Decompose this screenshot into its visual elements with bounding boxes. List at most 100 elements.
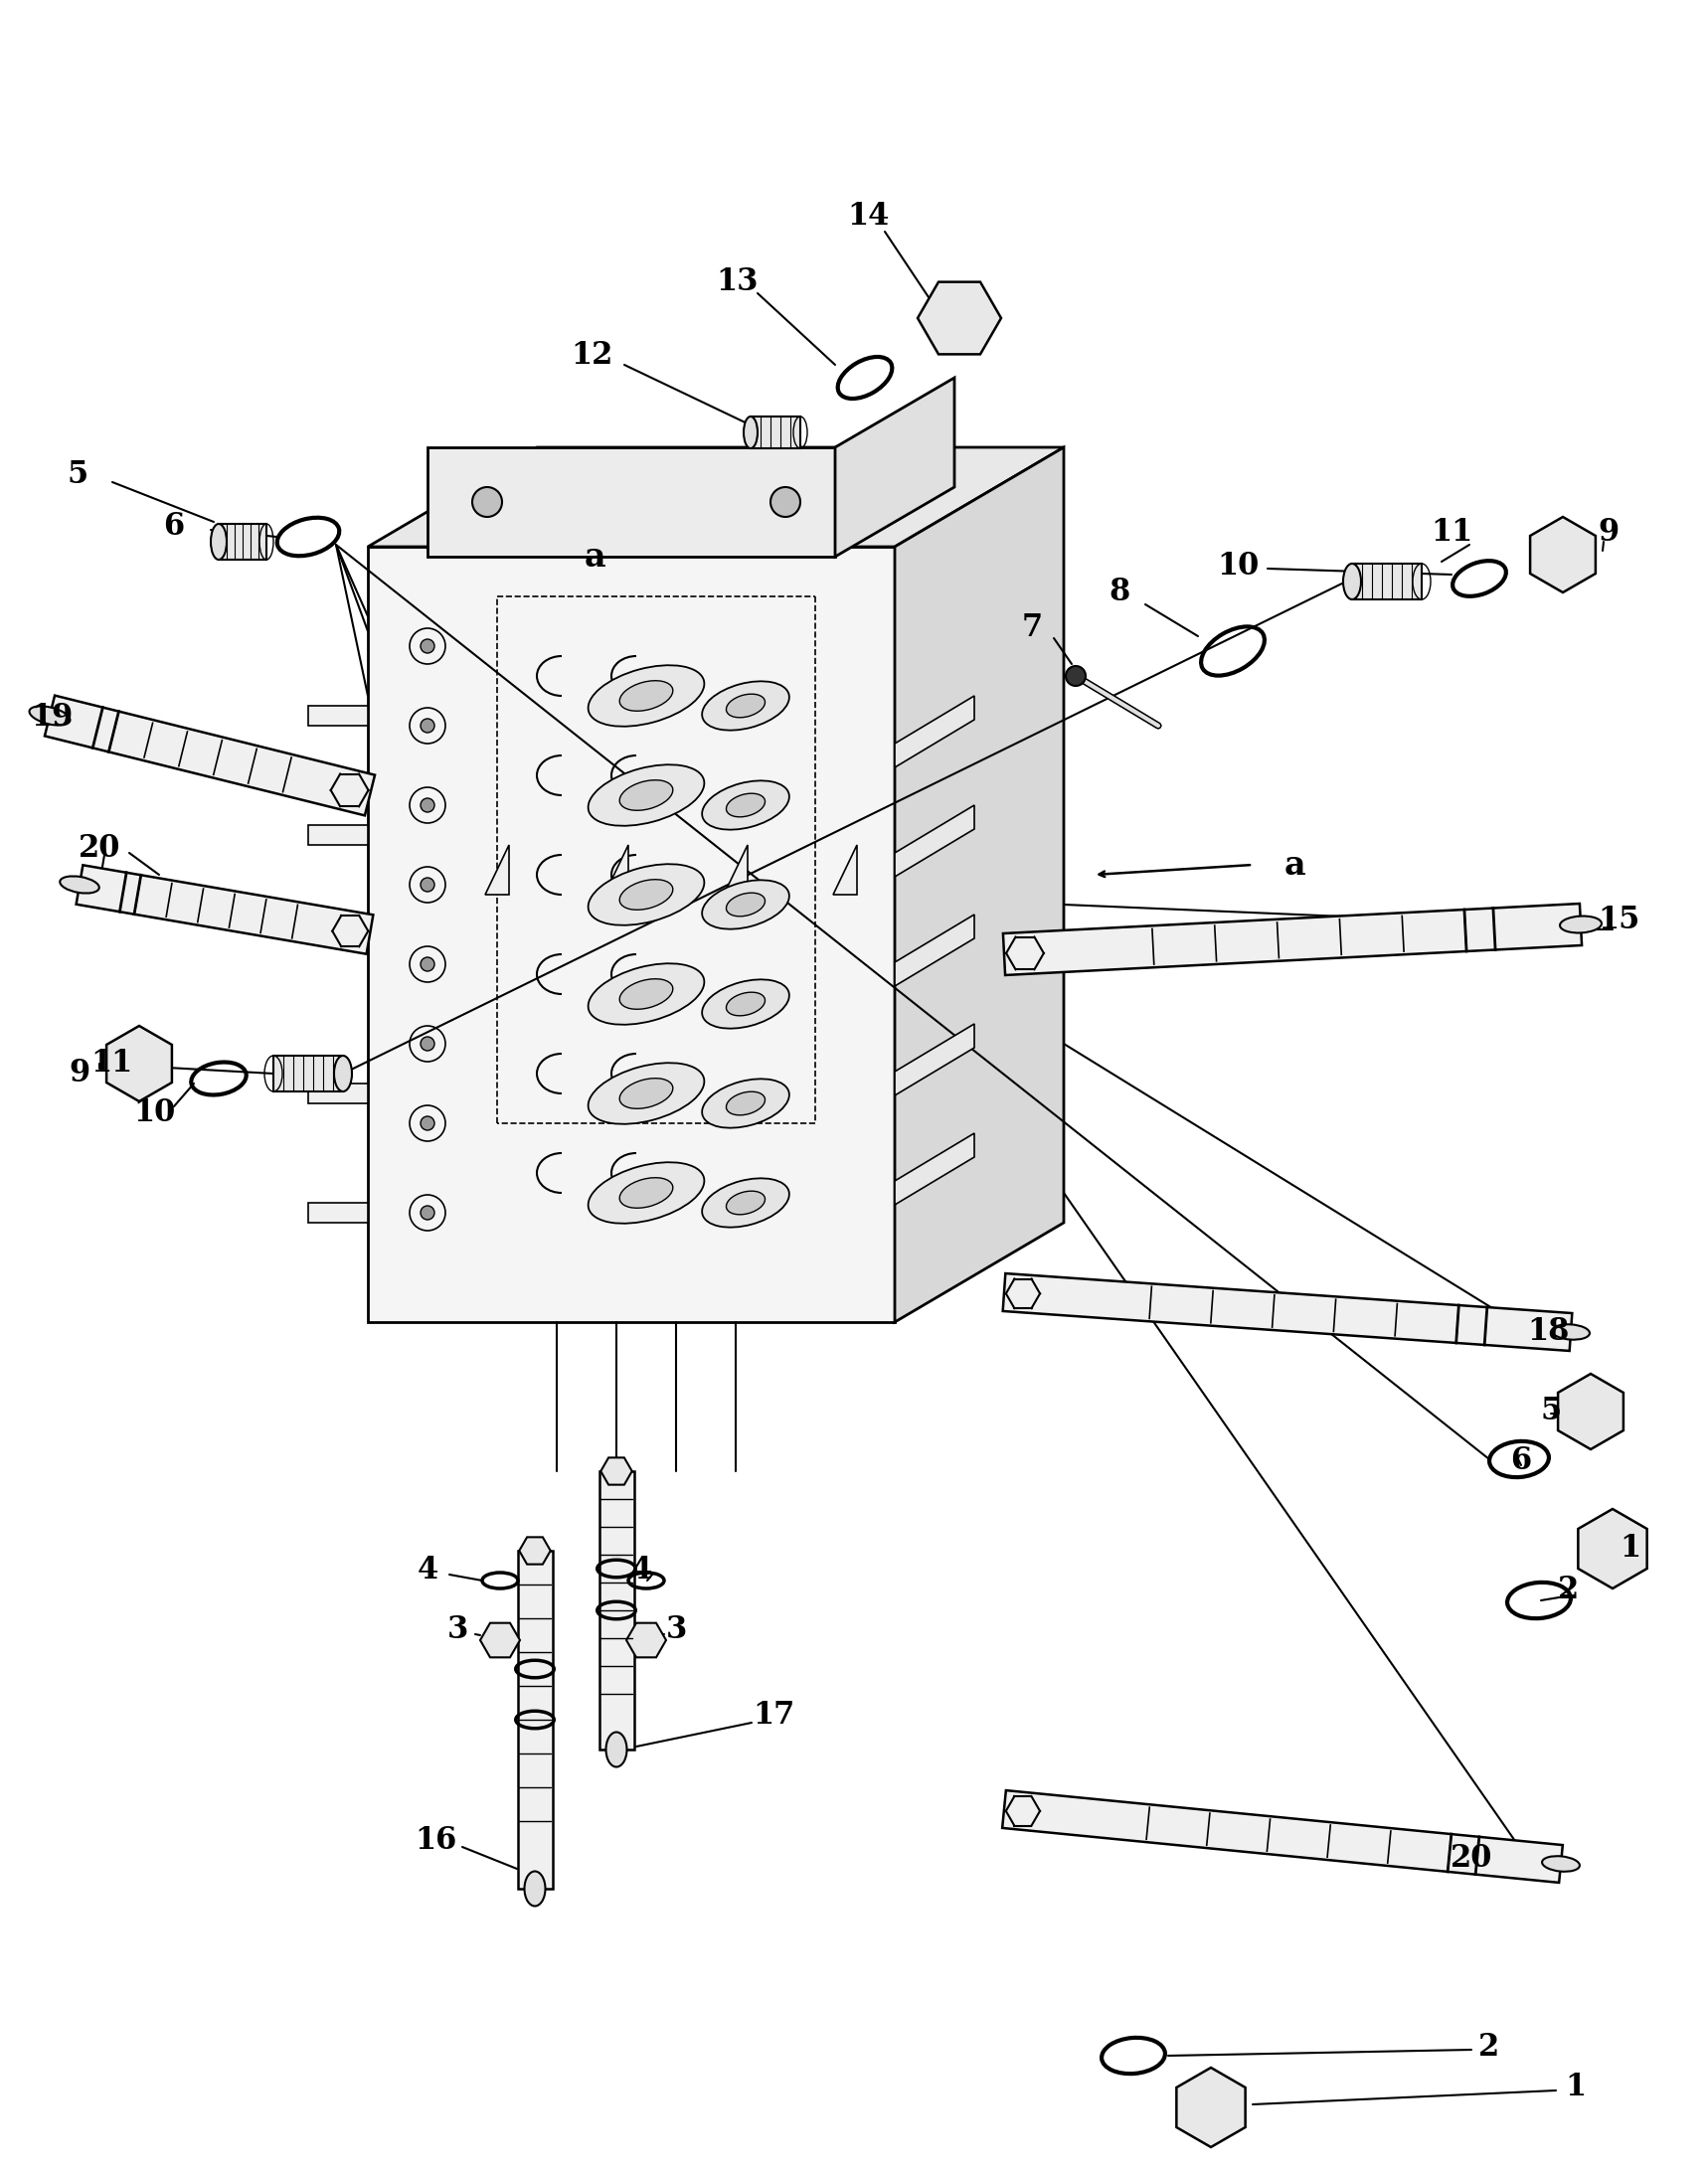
- Ellipse shape: [210, 523, 227, 560]
- Ellipse shape: [588, 963, 704, 1024]
- Text: 13: 13: [717, 267, 758, 297]
- Ellipse shape: [606, 1732, 627, 1766]
- Ellipse shape: [702, 881, 789, 929]
- Text: 6: 6: [164, 512, 184, 542]
- Text: 20: 20: [1450, 1844, 1493, 1875]
- Ellipse shape: [702, 781, 789, 829]
- Polygon shape: [895, 805, 974, 877]
- Circle shape: [420, 799, 434, 812]
- Polygon shape: [219, 523, 266, 560]
- Polygon shape: [307, 705, 367, 725]
- Polygon shape: [1530, 516, 1595, 592]
- Ellipse shape: [588, 666, 704, 727]
- Ellipse shape: [1553, 1324, 1590, 1339]
- Ellipse shape: [702, 681, 789, 731]
- Circle shape: [770, 486, 801, 516]
- Polygon shape: [895, 1024, 974, 1096]
- Text: 5: 5: [1541, 1395, 1561, 1428]
- Circle shape: [420, 877, 434, 892]
- Polygon shape: [480, 1623, 519, 1658]
- Polygon shape: [273, 1055, 343, 1092]
- Ellipse shape: [702, 1078, 789, 1128]
- Ellipse shape: [588, 864, 704, 924]
- Ellipse shape: [702, 979, 789, 1029]
- Polygon shape: [895, 447, 1064, 1322]
- Circle shape: [420, 957, 434, 972]
- Polygon shape: [1578, 1508, 1647, 1588]
- Text: 10: 10: [1216, 551, 1259, 582]
- Circle shape: [420, 1115, 434, 1131]
- Circle shape: [420, 1037, 434, 1050]
- Ellipse shape: [524, 1871, 545, 1905]
- Ellipse shape: [1542, 1855, 1580, 1871]
- Text: 1: 1: [1565, 2072, 1587, 2103]
- Ellipse shape: [1559, 916, 1602, 933]
- Text: 4: 4: [417, 1556, 437, 1586]
- Polygon shape: [895, 1133, 974, 1204]
- Text: 8: 8: [1108, 577, 1131, 608]
- Ellipse shape: [620, 681, 673, 712]
- Ellipse shape: [588, 1063, 704, 1124]
- Circle shape: [420, 1207, 434, 1220]
- Polygon shape: [834, 844, 857, 894]
- Circle shape: [471, 486, 502, 516]
- Polygon shape: [724, 844, 748, 894]
- Polygon shape: [106, 1026, 173, 1102]
- Text: a: a: [584, 540, 605, 573]
- Polygon shape: [77, 866, 372, 955]
- Ellipse shape: [743, 417, 758, 449]
- Ellipse shape: [588, 764, 704, 827]
- Polygon shape: [895, 697, 974, 768]
- Polygon shape: [1177, 2068, 1245, 2146]
- Text: a: a: [1284, 848, 1305, 881]
- Text: 1: 1: [1619, 1534, 1641, 1565]
- Polygon shape: [627, 1623, 666, 1658]
- Text: 4: 4: [630, 1556, 652, 1586]
- Text: 2: 2: [1558, 1575, 1580, 1606]
- Circle shape: [1066, 666, 1086, 686]
- Text: 11: 11: [1431, 516, 1472, 549]
- Polygon shape: [1003, 1790, 1563, 1884]
- Text: 9: 9: [68, 1059, 91, 1089]
- Polygon shape: [427, 447, 835, 558]
- Polygon shape: [601, 1458, 632, 1484]
- Polygon shape: [1003, 903, 1582, 974]
- Bar: [518, 1552, 552, 1888]
- Polygon shape: [485, 844, 509, 894]
- Text: 3: 3: [447, 1614, 468, 1645]
- Polygon shape: [1353, 564, 1421, 599]
- Polygon shape: [307, 1083, 367, 1102]
- Text: 17: 17: [753, 1701, 794, 1732]
- Polygon shape: [1558, 1374, 1623, 1450]
- Text: 3: 3: [666, 1614, 687, 1645]
- Text: 11: 11: [91, 1048, 132, 1078]
- Ellipse shape: [726, 1092, 765, 1115]
- Ellipse shape: [620, 779, 673, 809]
- Ellipse shape: [726, 794, 765, 816]
- Circle shape: [420, 640, 434, 653]
- Ellipse shape: [588, 1163, 704, 1224]
- Bar: [600, 1471, 634, 1749]
- Ellipse shape: [335, 1055, 352, 1092]
- Ellipse shape: [726, 694, 765, 718]
- Ellipse shape: [620, 879, 673, 909]
- Ellipse shape: [726, 892, 765, 916]
- Polygon shape: [307, 1202, 367, 1222]
- Text: 14: 14: [847, 202, 888, 232]
- Polygon shape: [750, 417, 801, 449]
- Polygon shape: [1003, 1274, 1571, 1352]
- Text: 10: 10: [133, 1098, 176, 1128]
- Polygon shape: [519, 1536, 550, 1565]
- Text: 19: 19: [31, 703, 73, 733]
- Text: 5: 5: [67, 460, 89, 490]
- Text: 20: 20: [79, 833, 121, 864]
- Text: 7: 7: [1021, 612, 1042, 644]
- Ellipse shape: [29, 705, 70, 725]
- Text: 12: 12: [572, 341, 613, 371]
- Text: 6: 6: [1510, 1445, 1532, 1476]
- Polygon shape: [895, 914, 974, 985]
- Ellipse shape: [726, 992, 765, 1016]
- Polygon shape: [307, 825, 367, 844]
- Ellipse shape: [726, 1191, 765, 1215]
- Ellipse shape: [620, 1078, 673, 1109]
